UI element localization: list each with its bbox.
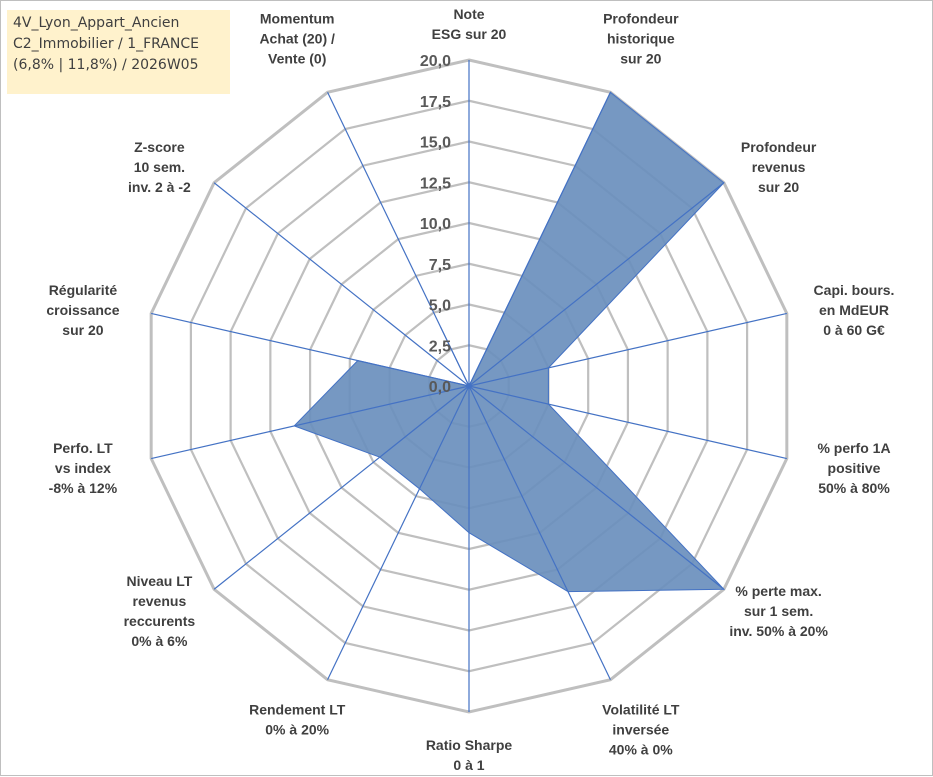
axis-label: Perfo. LT vs index -8% à 12% [49,440,118,496]
radar-spokes [151,60,787,712]
tick-label: 2,5 [429,338,451,355]
axis-label: % perfo 1A positive 50% à 80% [817,440,890,496]
axis-spoke [468,182,725,387]
asset-name: 4V_Lyon_Appart_Ancien [13,15,180,31]
tick-label: 0,0 [429,379,451,396]
axis-spoke [327,385,470,680]
tick-label: 10,0 [420,216,451,233]
tick-label: 12,5 [420,175,451,192]
axis-spoke [213,385,470,590]
axis-spoke [151,385,470,460]
axis-spoke [468,385,787,460]
axis-labels: Note ESG sur 20 Profondeur historique sur 20… [46,6,894,773]
axis-label: Z-score 10 sem. inv. 2 à -2 [128,139,191,195]
asset-category: C2_Immobilier / 1_FRANCE [13,36,199,52]
axis-spoke [468,385,725,590]
tick-label: 15,0 [420,135,451,152]
axis-label: % perte max. sur 1 sem. inv. 50% à 20% [729,583,828,639]
tick-label: 5,0 [429,298,451,315]
axis-label: Ratio Sharpe 0 à 1 [426,737,513,773]
axis-spoke [151,312,470,387]
axis-spoke [213,182,470,387]
axis-spoke [468,92,611,387]
axis-spoke [468,385,611,680]
radial-tick-labels: 0,0 2,5 5,0 7,5 10,0 12,5 15,0 17,5 20,0 [420,53,451,396]
axis-spoke [468,312,787,387]
axis-label: Note ESG sur 20 [432,6,507,42]
axis-label: Régularité croissance sur 20 [46,282,119,338]
axis-label: Volatilité LT inversée 40% à 0% [602,702,680,758]
axis-label: Rendement LT 0% à 20% [249,702,346,738]
axis-label: Profondeur revenus sur 20 [741,139,817,195]
tick-label: 20,0 [420,53,451,70]
asset-returns-week: (6,8% | 11,8%) / 2026W05 [13,57,199,73]
asset-info-box: 4V_Lyon_Appart_Ancien C2_Immobilier / 1_… [7,10,230,94]
tick-label: 7,5 [429,257,451,274]
axis-label: Profondeur historique sur 20 [603,10,679,66]
axis-spoke [327,92,470,387]
axis-label: Momentum Achat (20) / Vente (0) [259,10,335,66]
axis-label: Niveau LT revenus reccurents 0% à 6% [124,573,196,649]
tick-label: 17,5 [420,94,451,111]
axis-label: Capi. bours. en MdEUR 0 à 60 G€ [814,282,895,338]
